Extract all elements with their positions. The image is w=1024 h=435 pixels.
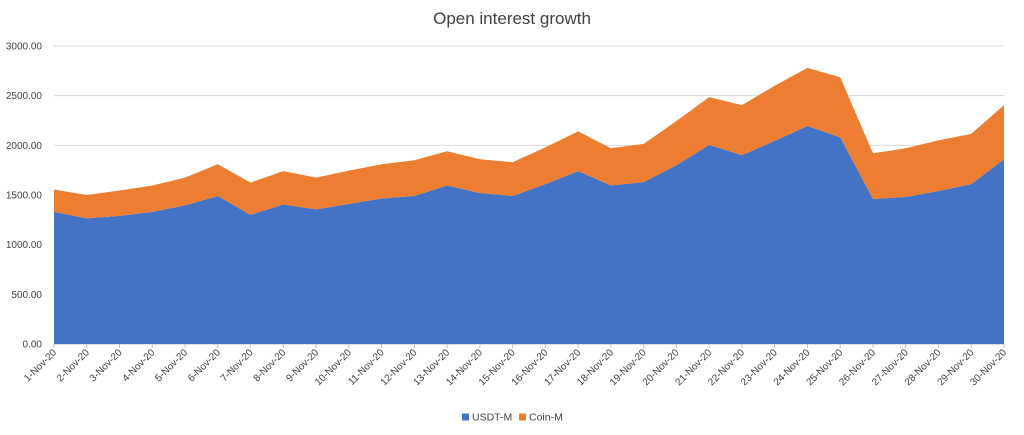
legend-label-coin-m: Coin-M: [529, 412, 563, 424]
y-tick-label: 1000.00: [6, 240, 43, 251]
x-tick-label: 8-Nov-20: [252, 347, 289, 384]
legend-swatch-usdt-m: [462, 413, 469, 421]
y-tick-label: 500.00: [11, 290, 42, 301]
y-axis-ticks: 0.00 500.00 1000.00 1500.00 2000.00 2500.00 30…: [6, 42, 43, 351]
x-tick-label: 30-Nov-20: [968, 347, 1009, 388]
plot-area: [54, 67, 1004, 345]
area-series-usdt-m: [54, 125, 1004, 345]
y-tick-label: 1500.00: [6, 191, 43, 202]
y-tick-label: 0.00: [23, 340, 43, 351]
x-tick-label: 5-Nov-20: [153, 347, 190, 384]
x-tick-label: 3-Nov-20: [88, 347, 125, 384]
x-tick-label: 1-Nov-20: [22, 347, 59, 384]
x-tick-label: 6-Nov-20: [186, 347, 223, 384]
y-tick-label: 3000.00: [6, 42, 43, 53]
y-tick-label: 2500.00: [6, 91, 43, 102]
x-tick-label: 7-Nov-20: [219, 347, 256, 384]
legend-swatch-coin-m: [519, 413, 526, 421]
y-tick-label: 2000.00: [6, 141, 43, 152]
area-series-coin-m: [54, 67, 1004, 219]
legend: USDT-M Coin-M: [462, 412, 563, 424]
chart-title: Open interest growth: [433, 9, 591, 28]
x-tick-label: 4-Nov-20: [121, 347, 158, 384]
legend-label-usdt-m: USDT-M: [472, 412, 512, 424]
x-axis-ticks: 1-Nov-202-Nov-203-Nov-204-Nov-205-Nov-20…: [22, 344, 1009, 388]
x-tick-label: 2-Nov-20: [55, 347, 92, 384]
